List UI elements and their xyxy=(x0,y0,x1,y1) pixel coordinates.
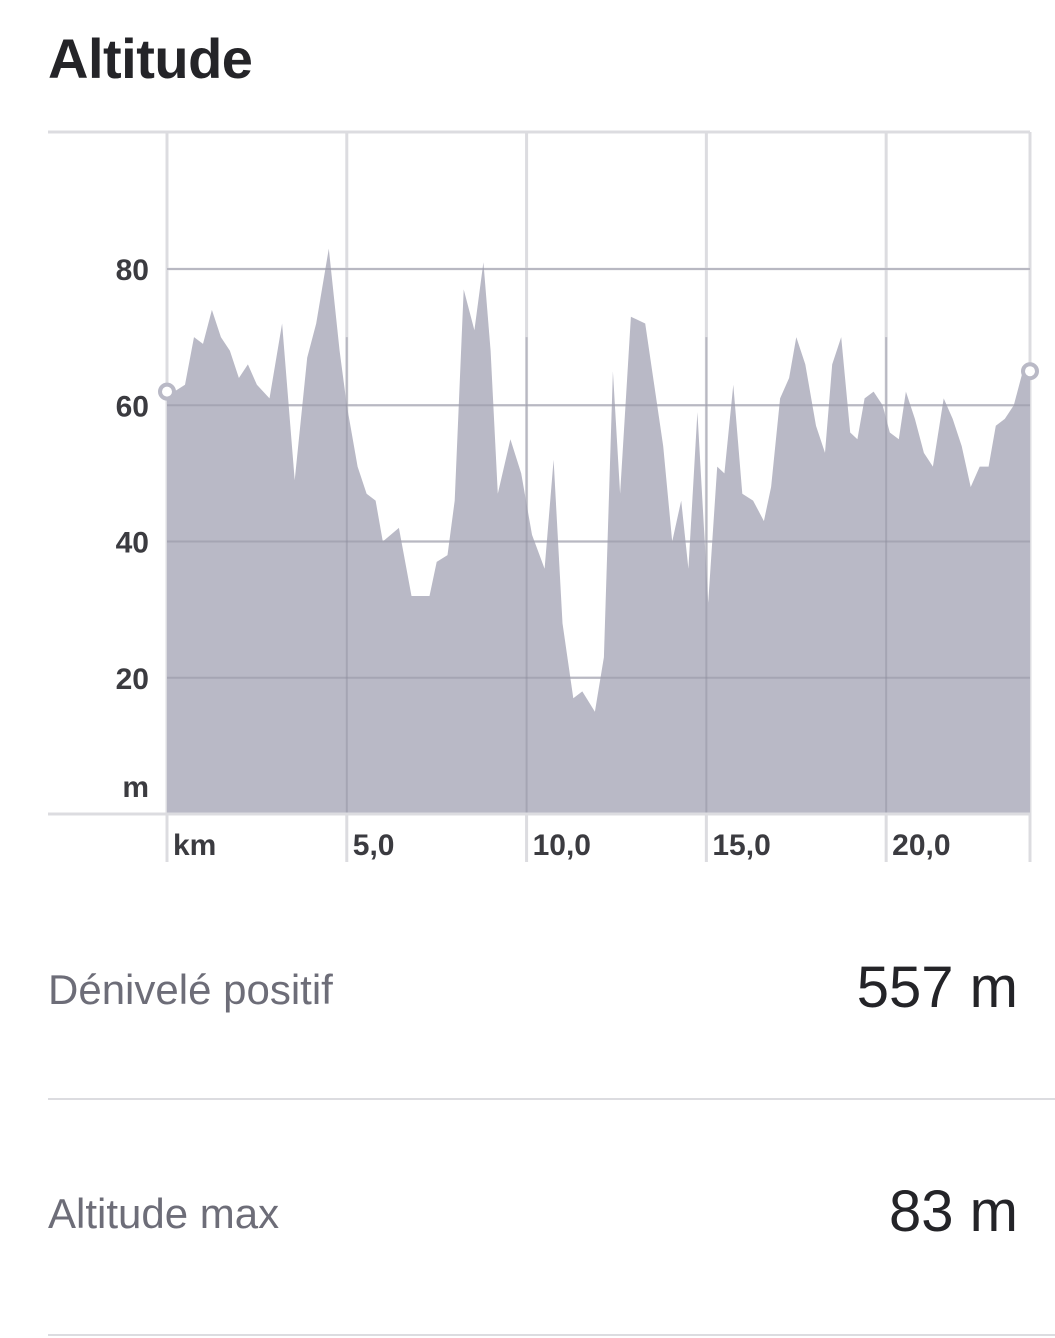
x-tick-label: 10,0 xyxy=(533,829,591,862)
altitude-area xyxy=(167,248,1030,815)
chart-tick-labels: 80 60 40 20 mkm 5,0 10,0 15,0 20,0 xyxy=(116,254,951,862)
x-tick-label: 20,0 xyxy=(892,829,950,862)
chart-grid-overlay xyxy=(167,268,1030,814)
stat-label-elevation-gain: Dénivelé positif xyxy=(48,966,333,1013)
stat-value-elevation-gain: 557 m xyxy=(856,955,1018,1020)
end-marker-handle[interactable] xyxy=(1021,362,1039,381)
divider xyxy=(48,1098,1055,1100)
start-marker-handle[interactable] xyxy=(158,382,176,401)
stat-value-max-altitude: 83 m xyxy=(889,1179,1018,1244)
stat-row-max-altitude: Altitude max 83 m xyxy=(48,1179,1018,1250)
x-tick-label: 5,0 xyxy=(353,829,395,862)
x-tick-label: km xyxy=(173,829,216,862)
y-tick-label: 80 xyxy=(116,254,149,287)
page-title: Altitude xyxy=(48,27,253,90)
divider xyxy=(48,1334,1055,1336)
y-tick-label: 60 xyxy=(116,390,149,423)
chart-endpoint-markers[interactable] xyxy=(158,362,1039,401)
x-tick-label: 15,0 xyxy=(712,829,770,862)
y-tick-label: 20 xyxy=(116,663,149,696)
y-tick-label: m xyxy=(122,771,149,804)
stat-row-elevation-gain: Dénivelé positif 557 m xyxy=(48,955,1018,1026)
altitude-chart[interactable]: 80 60 40 20 mkm 5,0 10,0 15,0 20,0 xyxy=(0,0,1055,880)
stat-label-max-altitude: Altitude max xyxy=(48,1190,280,1237)
y-tick-label: 40 xyxy=(116,527,149,560)
